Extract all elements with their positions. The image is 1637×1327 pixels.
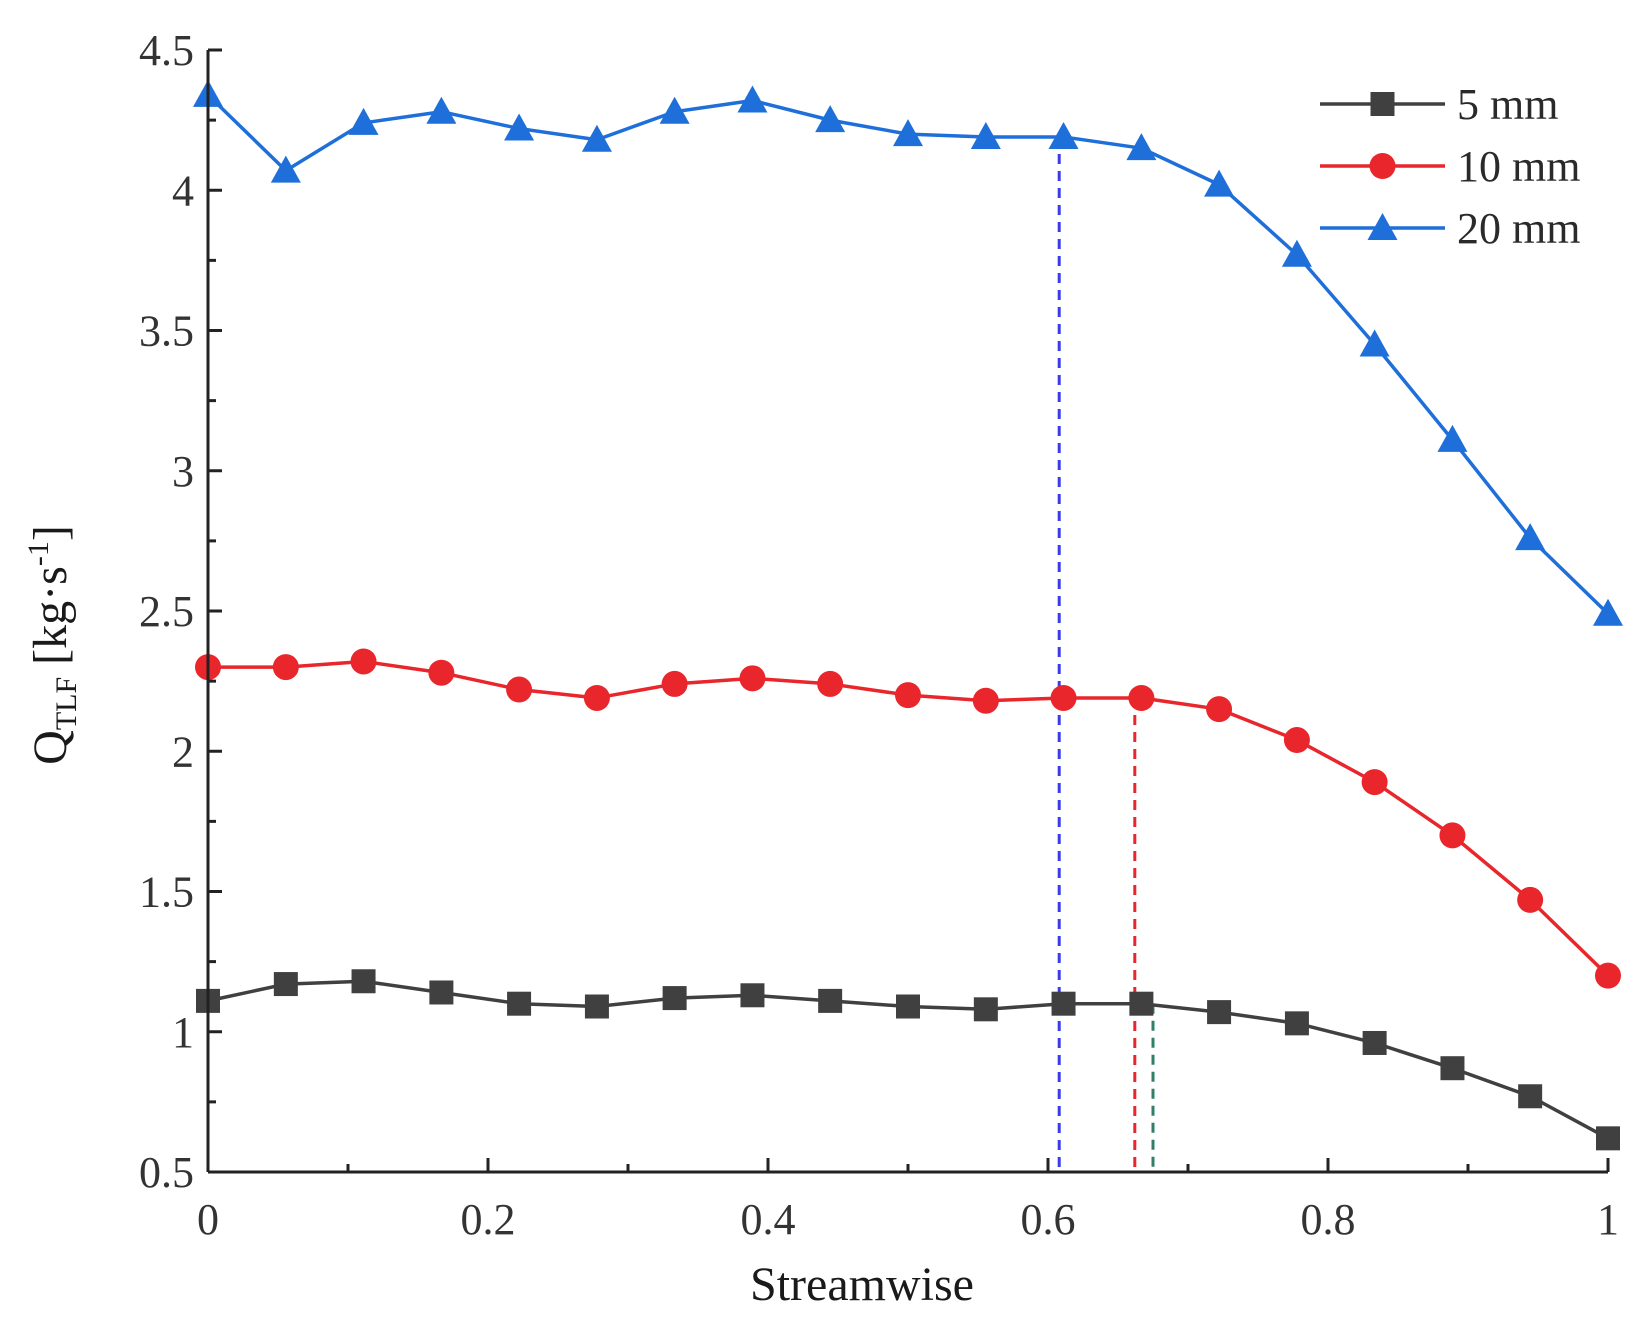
y-tick-label: 2 <box>172 727 194 776</box>
data-point <box>348 107 379 135</box>
legend-label: 10 mm <box>1457 142 1580 191</box>
data-point <box>1518 1084 1543 1109</box>
x-tick-label: 0.2 <box>461 1195 516 1244</box>
data-point <box>1051 991 1076 1016</box>
legend-marker <box>1369 153 1396 179</box>
x-tick-label: 1 <box>1597 1195 1619 1244</box>
data-point <box>1283 727 1310 754</box>
data-point <box>1359 329 1390 357</box>
data-point <box>1126 133 1157 161</box>
data-point <box>739 665 766 692</box>
ticks-layer: 0.5 1 1.5 2 2.5 3 3.5 4 4.5 0 0.2 0.4 0.6 0.8 1 <box>139 26 1619 1244</box>
data-point <box>1284 1011 1309 1036</box>
y-tick-label: 2.5 <box>139 587 194 636</box>
data-point <box>506 676 533 703</box>
data-point <box>659 96 690 124</box>
series-2 <box>193 79 1623 626</box>
data-point <box>662 986 687 1011</box>
legend-marker <box>1370 92 1395 116</box>
data-point <box>507 991 532 1016</box>
y-tick-label: 1 <box>172 1008 194 1057</box>
data-point <box>972 687 999 714</box>
data-point <box>1593 598 1623 626</box>
data-point <box>661 670 688 697</box>
y-axis-label-subscript: TLF <box>50 677 83 730</box>
data-point <box>583 684 610 711</box>
annotations-layer <box>1057 136 1155 1172</box>
data-point <box>581 124 612 152</box>
y-tick-label: 3 <box>172 447 194 496</box>
data-point <box>428 659 455 686</box>
series-0 <box>196 969 1620 1151</box>
y-axis-label-units-sup: -1 <box>22 541 55 566</box>
data-point <box>1596 1126 1620 1151</box>
x-tick-label: 0.4 <box>741 1195 796 1244</box>
y-axis-label-units-prefix: [kg·s <box>24 566 77 677</box>
data-point <box>504 113 535 141</box>
x-tick-label: 0.8 <box>1301 1195 1356 1244</box>
legend-item: 5 mm <box>1320 80 1558 129</box>
data-point <box>896 994 920 1019</box>
data-point <box>895 682 921 709</box>
legend-label: 5 mm <box>1457 80 1558 129</box>
data-point <box>1281 239 1312 267</box>
legend: 5 mm 10 mm 20 mm <box>1320 80 1580 253</box>
data-point <box>1361 769 1388 796</box>
data-point <box>1437 424 1468 452</box>
data-point <box>973 997 998 1022</box>
y-tick-label: 0.5 <box>139 1148 194 1197</box>
data-point <box>1362 1030 1387 1055</box>
data-point <box>1050 684 1077 711</box>
data-point <box>1517 886 1544 913</box>
data-point <box>1128 684 1155 711</box>
data-point <box>429 980 454 1005</box>
data-point <box>270 155 301 183</box>
data-point <box>1439 822 1466 849</box>
series-layer <box>193 79 1623 1151</box>
data-point <box>1048 121 1079 149</box>
data-point <box>893 119 923 147</box>
legend-marker <box>1367 213 1398 240</box>
data-point <box>1515 523 1546 551</box>
data-point <box>737 85 768 113</box>
x-tick-label: 0 <box>197 1195 219 1244</box>
x-tick-label: 0.6 <box>1021 1195 1076 1244</box>
y-axis-label-units-suffix: ] <box>24 525 77 541</box>
data-point <box>1206 696 1233 723</box>
legend-item: 20 mm <box>1320 204 1580 253</box>
data-point <box>740 983 765 1008</box>
data-point <box>1440 1056 1465 1081</box>
series-1 <box>195 648 1621 989</box>
data-point <box>272 654 299 681</box>
data-point <box>815 105 846 133</box>
y-tick-label: 4 <box>172 166 194 215</box>
data-point <box>1204 169 1235 197</box>
data-point <box>273 972 298 997</box>
data-point <box>1129 991 1154 1016</box>
y-tick-label: 1.5 <box>139 868 194 917</box>
data-point <box>970 121 1001 149</box>
y-axis-label-base: Q <box>24 730 77 765</box>
data-point <box>584 994 609 1019</box>
y-axis-label: QTLF [kg·s-1] <box>22 525 83 765</box>
legend-label: 20 mm <box>1457 204 1580 253</box>
data-point <box>818 988 843 1013</box>
data-point <box>817 670 844 697</box>
y-tick-label: 3.5 <box>139 307 194 356</box>
data-point <box>350 648 377 675</box>
data-point <box>351 969 376 994</box>
data-point <box>426 96 457 124</box>
y-tick-label: 4.5 <box>139 26 194 75</box>
x-axis-label: Streamwise <box>750 1258 974 1311</box>
data-point <box>1595 962 1621 989</box>
svg-text:QTLF [kg·s-1]: QTLF [kg·s-1] <box>22 525 83 765</box>
legend-item: 10 mm <box>1320 142 1580 191</box>
data-point <box>1207 1000 1232 1025</box>
